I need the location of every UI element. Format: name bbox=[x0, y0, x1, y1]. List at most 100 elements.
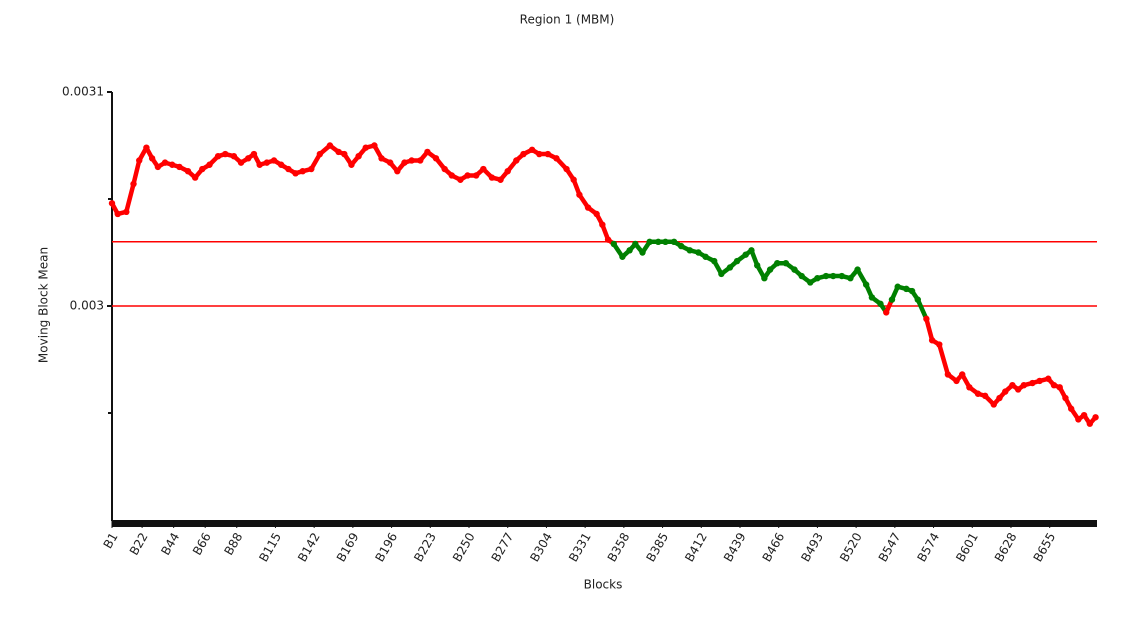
point bbox=[237, 159, 245, 166]
point bbox=[570, 176, 577, 183]
point bbox=[148, 155, 156, 162]
y-tick-label: 0.003 bbox=[70, 299, 104, 313]
point bbox=[599, 221, 606, 228]
point bbox=[718, 270, 725, 278]
point bbox=[1029, 379, 1036, 387]
point bbox=[742, 251, 749, 258]
point bbox=[214, 153, 222, 160]
point bbox=[1014, 386, 1022, 393]
x-tick-label: B331 bbox=[566, 530, 594, 564]
x-tick-label: B385 bbox=[644, 530, 672, 564]
point bbox=[914, 296, 921, 303]
point bbox=[504, 167, 511, 175]
point bbox=[1086, 420, 1094, 427]
y-axis-label: Moving Block Mean bbox=[37, 247, 51, 363]
point bbox=[480, 165, 487, 173]
point bbox=[576, 191, 583, 198]
point bbox=[472, 172, 480, 179]
x-tick-label: B66 bbox=[190, 530, 214, 557]
point bbox=[424, 148, 431, 156]
point bbox=[341, 150, 348, 158]
point bbox=[154, 163, 162, 171]
point bbox=[1056, 384, 1063, 391]
x-tick-label: B22 bbox=[127, 530, 151, 557]
point bbox=[1036, 377, 1043, 385]
x-tick-label: B88 bbox=[221, 530, 245, 557]
x-tick-label: B277 bbox=[489, 530, 517, 564]
point bbox=[245, 155, 252, 162]
point bbox=[829, 272, 837, 280]
point bbox=[161, 159, 169, 166]
point bbox=[936, 341, 943, 348]
x-tick-label: B574 bbox=[914, 530, 942, 564]
point bbox=[316, 150, 324, 158]
point bbox=[299, 167, 306, 175]
point bbox=[733, 257, 741, 265]
x-tick-label: B169 bbox=[334, 530, 362, 564]
point bbox=[944, 371, 952, 378]
point bbox=[883, 309, 890, 316]
point bbox=[355, 153, 362, 160]
point bbox=[894, 283, 901, 290]
point bbox=[646, 238, 653, 245]
point bbox=[593, 210, 600, 218]
point bbox=[782, 260, 790, 267]
point bbox=[1020, 381, 1028, 389]
point bbox=[408, 157, 415, 164]
x-tick-label: B358 bbox=[605, 530, 633, 564]
point bbox=[632, 240, 639, 248]
point bbox=[250, 150, 258, 158]
x-tick-label: B466 bbox=[760, 530, 788, 564]
x-tick-label: B115 bbox=[256, 530, 284, 564]
point bbox=[761, 274, 768, 282]
point bbox=[230, 153, 238, 160]
x-axis-label: Blocks bbox=[584, 578, 623, 592]
point bbox=[191, 174, 199, 181]
point bbox=[292, 170, 299, 177]
x-tick-label: B1 bbox=[101, 530, 121, 551]
point bbox=[1009, 381, 1016, 389]
point bbox=[877, 300, 884, 308]
point bbox=[1045, 375, 1052, 382]
point bbox=[888, 296, 896, 303]
point bbox=[928, 337, 936, 344]
point bbox=[753, 262, 761, 269]
point bbox=[544, 150, 552, 158]
point bbox=[441, 165, 448, 173]
segment bbox=[924, 316, 935, 343]
point bbox=[371, 142, 378, 149]
point bbox=[814, 274, 821, 282]
point bbox=[639, 249, 646, 256]
point bbox=[394, 167, 401, 175]
point bbox=[488, 174, 496, 181]
point bbox=[822, 272, 830, 280]
point bbox=[270, 157, 278, 164]
y-tick-label: 0.0031 bbox=[62, 85, 104, 99]
point bbox=[655, 238, 662, 245]
point bbox=[847, 274, 854, 282]
point bbox=[695, 249, 702, 256]
point bbox=[1075, 416, 1082, 423]
point bbox=[923, 315, 930, 323]
point bbox=[604, 236, 612, 243]
point bbox=[513, 157, 520, 164]
point bbox=[528, 146, 536, 153]
point bbox=[448, 172, 456, 179]
point bbox=[362, 144, 369, 151]
point bbox=[838, 272, 845, 280]
x-tick-label: B601 bbox=[953, 530, 981, 564]
point bbox=[908, 287, 916, 295]
point bbox=[417, 157, 424, 164]
point bbox=[1002, 388, 1009, 395]
point bbox=[335, 148, 342, 156]
point bbox=[256, 161, 263, 168]
point bbox=[807, 279, 814, 286]
point bbox=[553, 155, 560, 162]
x-tick-label: B142 bbox=[295, 530, 323, 564]
point bbox=[520, 150, 527, 158]
point bbox=[791, 266, 798, 273]
point bbox=[263, 159, 271, 166]
point bbox=[966, 384, 973, 391]
point bbox=[798, 272, 805, 280]
point bbox=[123, 208, 130, 216]
